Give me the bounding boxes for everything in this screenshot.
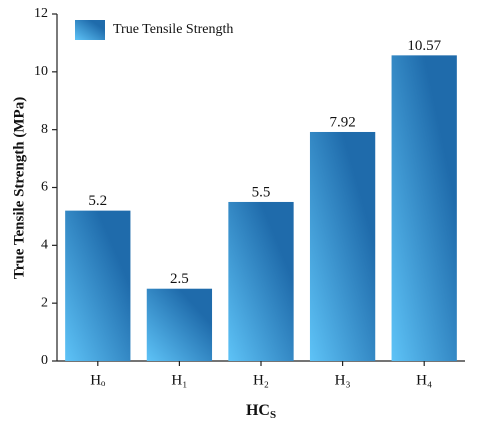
x-tick-label: H₁ — [171, 372, 187, 388]
x-tick-label: H₃ — [335, 372, 351, 388]
value-label: 10.57 — [407, 38, 441, 54]
y-tick-label: 12 — [34, 6, 48, 21]
y-tick-label: 10 — [34, 64, 48, 79]
y-tick-label: 6 — [41, 180, 48, 195]
value-label: 2.5 — [170, 271, 189, 287]
y-tick-label: 0 — [41, 353, 48, 368]
legend-swatch — [75, 20, 105, 40]
y-tick-label: 2 — [41, 295, 48, 310]
value-label: 5.2 — [88, 193, 107, 209]
bar — [309, 131, 376, 361]
bar — [65, 210, 131, 361]
bar — [228, 201, 294, 361]
value-label: 7.92 — [329, 114, 355, 130]
y-axis-label: True Tensile Strength (MPa) — [11, 97, 27, 279]
y-tick-label: 8 — [41, 122, 48, 137]
x-tick-label: H₂ — [253, 372, 269, 388]
x-tick-label: Hₒ — [90, 372, 106, 388]
x-tick-label: H₄ — [416, 372, 432, 388]
x-axis-label: HCS — [246, 402, 276, 421]
value-label: 5.5 — [252, 184, 271, 200]
bar — [391, 55, 457, 362]
bar — [146, 288, 213, 361]
legend-label: True Tensile Strength — [113, 22, 233, 37]
x-label-main: HC — [246, 402, 270, 419]
y-tick-label: 4 — [41, 238, 48, 253]
x-label-subscript: S — [270, 409, 276, 421]
